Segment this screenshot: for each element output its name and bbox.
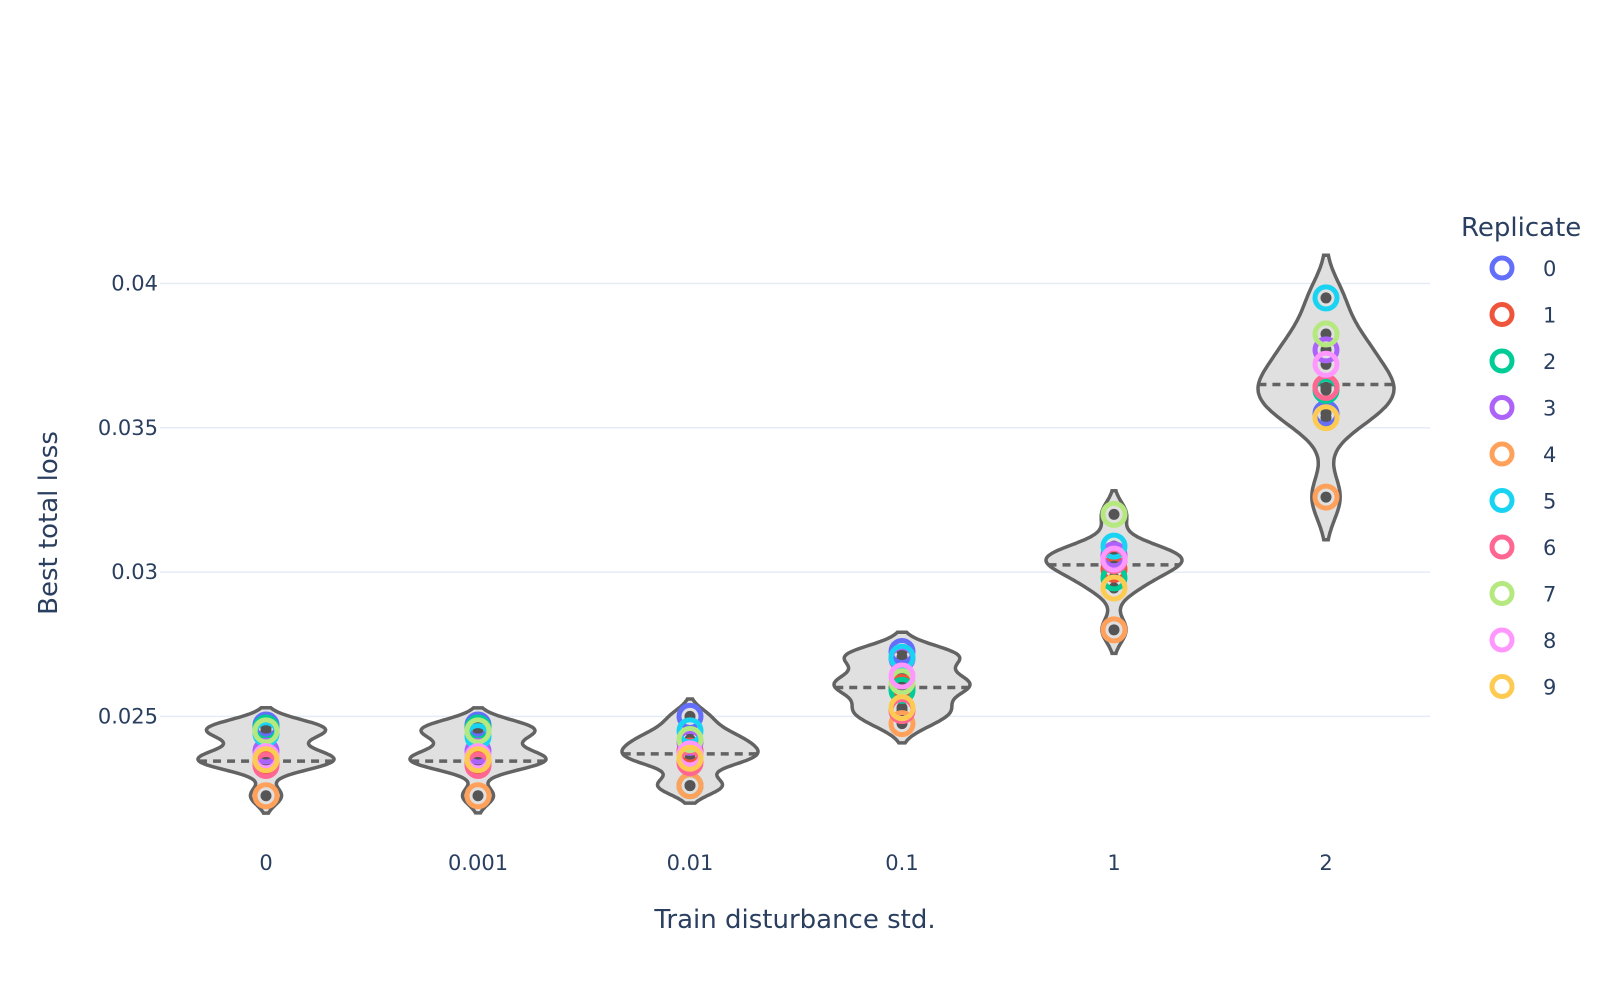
x-tick-label: 1 <box>1107 851 1120 875</box>
replicate-point <box>888 662 916 690</box>
legend-label: 7 <box>1543 583 1556 607</box>
replicate-point <box>1100 574 1128 602</box>
legend-marker <box>1489 674 1515 699</box>
violins <box>196 253 1396 815</box>
legend-marker <box>1489 488 1515 513</box>
legend-label: 3 <box>1543 397 1556 421</box>
point-marker <box>472 790 484 802</box>
x-tick-label: 0 <box>259 851 272 875</box>
replicate-point <box>1312 336 1340 364</box>
legend-label: 5 <box>1543 490 1556 514</box>
legend-marker <box>1489 255 1515 281</box>
x-tick-label: 0.001 <box>448 851 508 875</box>
legend-marker <box>1489 395 1515 420</box>
y-tick-label: 0.04 <box>111 272 158 296</box>
legend-label: 4 <box>1543 443 1556 467</box>
x-tick-labels: 0 0.001 0.01 0.1 1 2 <box>259 851 1332 875</box>
legend-items: 0 1 2 3 4 5 6 7 8 9 <box>1489 255 1556 700</box>
x-tick-label: 0.1 <box>885 851 918 875</box>
replicate-point <box>676 725 704 753</box>
replicate-point <box>1312 404 1340 432</box>
replicate-point <box>1312 483 1340 511</box>
point-marker <box>684 780 696 792</box>
replicate-point <box>1312 320 1340 348</box>
x-axis-title: Train disturbance std. <box>653 905 935 935</box>
legend-marker <box>1489 348 1515 374</box>
replicate-point <box>676 744 704 772</box>
point-marker <box>1108 624 1120 636</box>
legend-marker <box>1489 627 1515 653</box>
point-marker <box>1320 381 1332 393</box>
legend-label: 0 <box>1543 257 1556 281</box>
replicate-point <box>1100 500 1128 528</box>
legend: Replicate 0 1 2 3 4 5 6 7 8 9 <box>1461 213 1581 700</box>
legend-marker <box>1489 441 1515 467</box>
data-points <box>252 284 1340 810</box>
replicate-point <box>1312 350 1340 378</box>
replicate-point <box>888 694 916 722</box>
y-tick-label: 0.03 <box>111 560 158 584</box>
point-marker <box>1320 412 1332 424</box>
replicate-point <box>252 782 280 810</box>
point-marker <box>1108 508 1120 520</box>
replicate-point <box>1100 616 1128 644</box>
replicate-point <box>252 746 280 774</box>
legend-label: 8 <box>1543 629 1556 653</box>
legend-marker <box>1489 581 1515 606</box>
point-marker <box>1320 292 1332 304</box>
legend-label: 9 <box>1543 676 1556 700</box>
gridlines <box>160 282 1430 718</box>
point-marker <box>1320 491 1332 503</box>
legend-marker <box>1489 302 1515 327</box>
replicate-point <box>464 782 492 810</box>
y-tick-label: 0.025 <box>98 704 158 728</box>
replicate-point <box>464 746 492 774</box>
legend-label: 1 <box>1543 304 1556 328</box>
x-tick-label: 2 <box>1319 851 1332 875</box>
y-tick-label: 0.035 <box>98 416 158 440</box>
replicate-point <box>464 717 492 745</box>
replicate-point <box>1100 532 1128 560</box>
replicate-point <box>1100 545 1128 573</box>
y-axis-title: Best total loss <box>34 431 64 615</box>
legend-label: 6 <box>1543 536 1556 560</box>
point-marker <box>260 790 272 802</box>
y-tick-labels: 0.025 0.03 0.035 0.04 <box>98 272 158 729</box>
legend-marker <box>1489 534 1515 560</box>
replicate-point <box>1312 284 1340 312</box>
legend-label: 2 <box>1543 350 1556 374</box>
replicate-point <box>888 643 916 671</box>
legend-title: Replicate <box>1461 213 1581 243</box>
x-tick-label: 0.01 <box>667 851 714 875</box>
replicate-point <box>888 710 916 738</box>
replicate-point <box>252 717 280 745</box>
